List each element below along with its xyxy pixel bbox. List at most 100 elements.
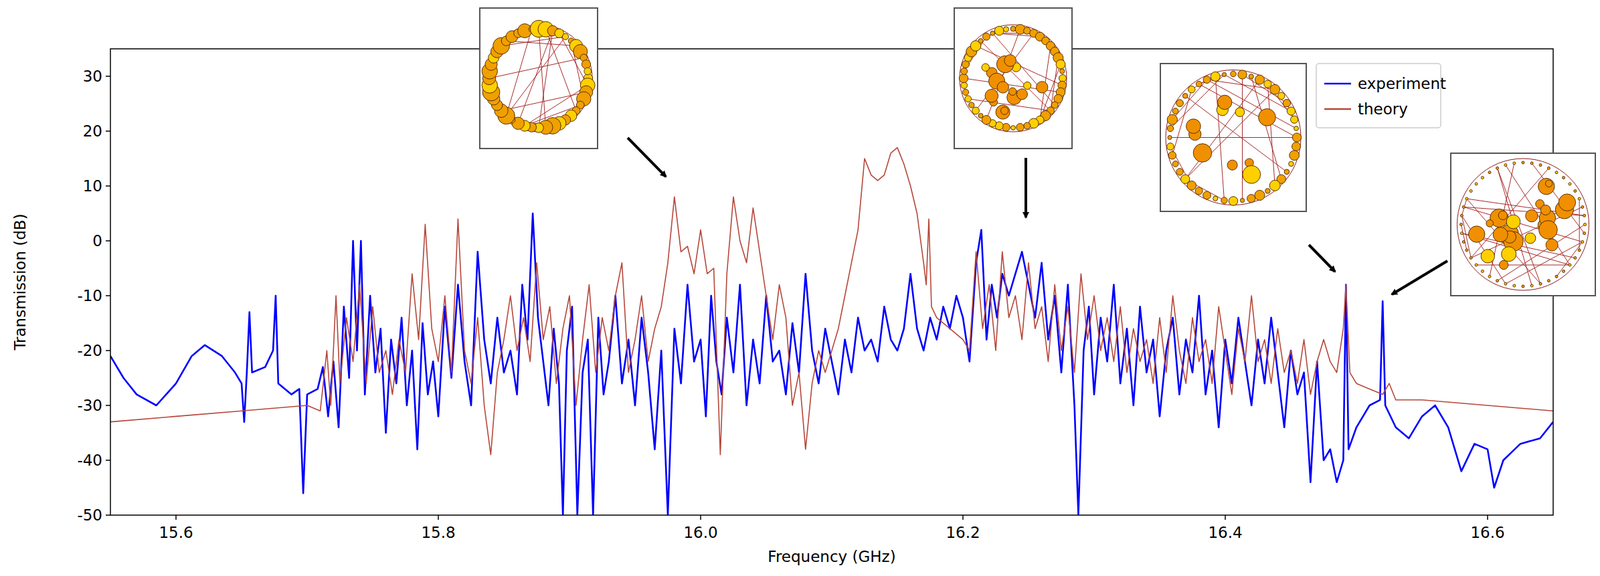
inset-edge [506,36,566,116]
x-tick [1224,515,1226,520]
inset [1160,63,1307,212]
x-tick [437,515,439,520]
inset-node [1016,123,1025,132]
inset-node [1264,80,1272,88]
inset-node [981,63,990,71]
inset-node [1462,205,1465,209]
inset-node [1254,190,1265,201]
y-tick [105,295,111,297]
inset-node [1282,99,1291,108]
x-tick-label: 16.0 [683,523,718,542]
inset-node [1469,189,1473,193]
inset-node [964,95,972,103]
inset-node [1258,108,1277,126]
x-tick-label: 15.8 [420,523,456,542]
legend-label: experiment [1357,74,1447,93]
inset-node [1210,71,1220,81]
inset-node [1498,260,1508,270]
inset-node [1492,227,1508,243]
inset-node [1217,95,1232,110]
arrow [1024,157,1028,218]
inset-node [1558,194,1576,211]
inset-node [1292,142,1301,152]
inset-node [1237,70,1247,79]
inset [954,8,1073,149]
y-tick [105,514,111,516]
inset-node [1521,285,1525,288]
inset-node [1583,214,1586,217]
inset-node [1460,223,1463,227]
inset-node [1539,163,1542,167]
arrow [1308,244,1336,272]
inset-node [958,73,968,83]
inset-node [562,33,569,40]
inset-node [1004,54,1017,67]
y-tick-label: 20 [82,122,103,140]
inset-node [1506,214,1521,229]
inset-node [1530,161,1534,165]
inset-node [1488,275,1491,278]
legend-swatch [1324,108,1352,111]
plot-frame [110,48,1554,516]
inset [479,8,598,149]
inset-node [985,89,999,103]
inset-node [1059,68,1065,74]
inset-node [1269,180,1281,191]
inset-node [1003,26,1010,33]
inset-node [1504,163,1507,167]
inset-node [1555,275,1558,278]
inset-node [1555,171,1558,174]
inset-node [1583,223,1587,227]
inset-edge [1169,137,1297,138]
inset-node [1167,125,1174,132]
inset-node [962,89,969,96]
inset-node [1221,197,1228,204]
inset-node [584,67,592,75]
inset-frame [479,8,598,149]
y-tick-label: -10 [76,287,103,305]
y-tick-label: -20 [76,341,103,360]
inset-node [1193,143,1212,163]
inset-edge [1242,74,1287,104]
inset-node [1474,182,1478,186]
inset-edge [992,33,1055,106]
inset-node [1023,81,1032,90]
inset-node [1213,196,1218,201]
series-line [110,147,1554,456]
y-tick [105,75,111,77]
inset-node [1460,232,1463,235]
inset-node [1000,107,1008,115]
inset-node [1538,178,1555,195]
inset-node [1496,279,1499,283]
inset-node [960,68,968,75]
y-tick [105,349,111,352]
arrow [627,137,666,177]
y-tick-label: 30 [82,67,103,85]
inset [1450,153,1596,296]
x-tick [699,515,702,520]
inset-node [1577,197,1581,201]
inset-node [1539,282,1542,286]
y-tick-label: 10 [82,177,103,195]
inset-node [1182,93,1188,100]
inset-node [1547,166,1550,170]
y-tick [105,185,111,187]
inset-node [1195,80,1202,87]
inset-node [1167,135,1172,140]
inset-edge [1476,264,1570,266]
inset-node [1573,256,1577,260]
inset-node [1568,182,1572,186]
inset-ring [1165,70,1301,206]
inset-edge [1556,242,1583,278]
inset-node [1016,89,1028,100]
inset-node [995,105,1010,120]
inset-node [981,115,991,125]
inset-ring [959,24,1067,132]
inset-edge [506,29,532,116]
inset-node [978,38,984,44]
inset-node [1562,269,1566,273]
inset-edge [986,29,1021,120]
x-tick-label: 16.2 [945,523,980,542]
inset-node [1480,269,1484,273]
inset-frame [1450,153,1596,296]
